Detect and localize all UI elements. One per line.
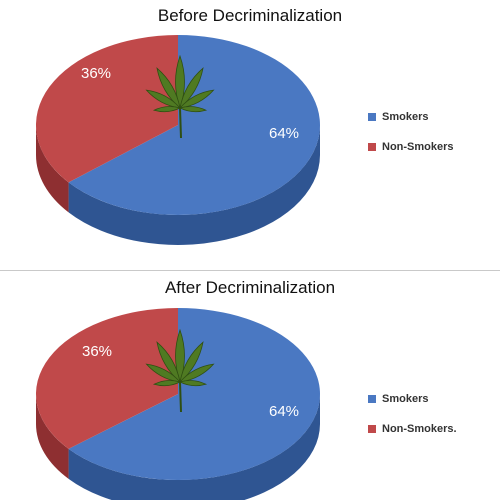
pie-slice-non-smokers xyxy=(35,35,179,183)
leaflet xyxy=(145,363,182,383)
legend-item-smokers: Smokers xyxy=(368,110,454,124)
legend-label: Non-Smokers. xyxy=(382,423,457,435)
pie-slice-smokers xyxy=(68,35,320,215)
legend-swatch-smokers xyxy=(368,113,376,121)
slice-label-smokers: 64% xyxy=(269,403,299,420)
chart-panel-after: After Decriminalization 64% 36% Smokers … xyxy=(0,270,500,500)
leaflet xyxy=(178,106,208,113)
leaflet xyxy=(156,67,181,110)
divider xyxy=(0,270,500,271)
legend-swatch-smokers xyxy=(368,395,376,403)
slice-label-non-smokers: 36% xyxy=(82,343,112,360)
leaf-stem xyxy=(179,107,182,139)
leaf-stem xyxy=(179,381,182,413)
leaflet xyxy=(179,341,204,384)
leaflet xyxy=(178,363,215,383)
legend: Smokers Non-Smokers xyxy=(368,110,454,170)
pie-chart-before: 64% 36% xyxy=(35,35,320,246)
leaflet xyxy=(178,89,215,109)
legend: Smokers Non-Smokers. xyxy=(368,392,457,452)
chart-panel-before: Before Decriminalization 64% 36% Smokers… xyxy=(35,6,454,246)
leaflet xyxy=(145,89,182,109)
chart-title: After Decriminalization xyxy=(164,278,336,297)
leaflet xyxy=(178,380,208,387)
pie-side-non-smokers xyxy=(36,125,69,213)
pie-side-smokers xyxy=(68,125,320,246)
leaflet xyxy=(175,328,185,384)
legend-label: Smokers xyxy=(382,111,429,123)
cannabis-leaf-icon xyxy=(145,54,215,139)
leaflet xyxy=(156,341,181,384)
pie-chart-after: 64% 36% xyxy=(36,308,320,500)
pie-side-smokers xyxy=(68,394,320,500)
leaflet xyxy=(152,106,182,113)
legend-swatch-non-smokers xyxy=(368,425,376,433)
cannabis-leaf-icon xyxy=(145,328,215,413)
leaflet xyxy=(179,67,204,110)
legend-item-non-smokers: Non-Smokers. xyxy=(368,422,457,436)
pie-slice-non-smokers xyxy=(36,308,178,449)
legend-swatch-non-smokers xyxy=(368,143,376,151)
legend-label: Smokers xyxy=(382,393,429,405)
legend-item-non-smokers: Non-Smokers xyxy=(368,140,454,154)
slice-label-smokers: 64% xyxy=(269,125,299,142)
pie-slice-smokers xyxy=(68,308,320,480)
slice-label-non-smokers: 36% xyxy=(81,65,111,82)
leaflet xyxy=(175,54,185,110)
legend-label: Non-Smokers xyxy=(382,141,454,153)
chart-title: Before Decriminalization xyxy=(157,6,343,25)
legend-item-smokers: Smokers xyxy=(368,392,457,406)
leaflet xyxy=(152,380,182,387)
pie-side-non-smokers xyxy=(36,394,69,479)
